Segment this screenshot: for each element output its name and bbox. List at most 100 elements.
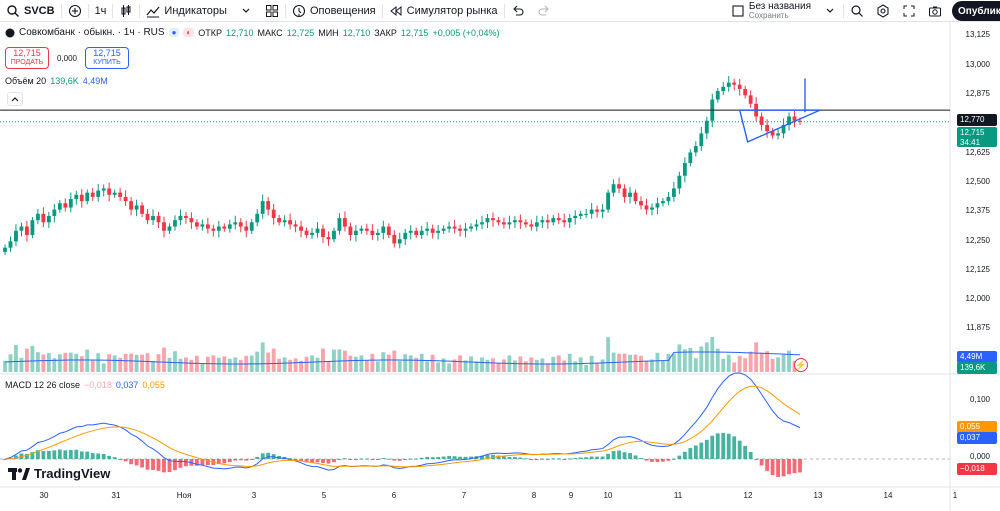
volume-bar bbox=[666, 353, 671, 372]
symbol-search-button[interactable]: SVCB bbox=[0, 0, 61, 22]
volume-bar bbox=[512, 360, 517, 372]
candle-body bbox=[721, 86, 726, 92]
layout-dropdown[interactable] bbox=[817, 0, 843, 22]
macd-histogram-bar bbox=[611, 451, 616, 459]
fullscreen-button[interactable] bbox=[896, 0, 922, 22]
redo-button[interactable] bbox=[531, 0, 557, 22]
candles-icon bbox=[121, 4, 131, 17]
spread-value: 0,000 bbox=[56, 53, 78, 63]
volume-bar bbox=[589, 355, 594, 372]
candle-body bbox=[671, 188, 676, 197]
divider bbox=[284, 3, 286, 18]
price-axis-label: 12,875 bbox=[965, 89, 990, 98]
volume-bar bbox=[699, 346, 704, 372]
candle-body bbox=[156, 215, 161, 223]
volume-bar bbox=[650, 359, 654, 372]
chart-area[interactable] bbox=[0, 22, 1000, 511]
macd-histogram-bar bbox=[348, 459, 353, 460]
volume-bar bbox=[529, 357, 534, 372]
candle-body bbox=[600, 209, 605, 212]
settings-button[interactable] bbox=[870, 0, 896, 22]
layout-button[interactable]: Без названия Сохранить bbox=[725, 0, 817, 22]
chevron-up-icon bbox=[11, 97, 19, 102]
legend-title: Совкомбанк · обыкн. · 1ч · RUS bbox=[19, 27, 165, 38]
candle-body bbox=[337, 218, 342, 231]
top-toolbar: SVCB 1ч Индикаторы Оповещения Симулятор … bbox=[0, 0, 1000, 22]
tradingview-logo[interactable]: TradingView bbox=[8, 466, 110, 481]
volume-bar bbox=[63, 352, 68, 372]
templates-button[interactable] bbox=[259, 0, 285, 22]
snapshot-button[interactable] bbox=[922, 0, 948, 22]
volume-bar bbox=[85, 349, 90, 372]
undo-button[interactable] bbox=[505, 0, 531, 22]
macd-histogram-bar bbox=[617, 450, 621, 459]
macd-histogram-bar bbox=[452, 456, 457, 459]
volume-bar bbox=[606, 337, 611, 372]
indicators-button[interactable]: Индикаторы bbox=[140, 0, 233, 22]
search-icon bbox=[7, 4, 19, 17]
macd-histogram-bar bbox=[704, 439, 709, 459]
macd-histogram-bar bbox=[715, 433, 720, 459]
candle-body bbox=[266, 201, 271, 210]
macd-histogram-bar bbox=[260, 453, 265, 459]
macd-histogram-bar bbox=[430, 457, 435, 459]
candle-body bbox=[529, 224, 534, 227]
volume-bar bbox=[90, 359, 95, 372]
macd-histogram-bar bbox=[79, 451, 84, 459]
macd-histogram-bar bbox=[578, 457, 583, 459]
candle-body bbox=[491, 218, 495, 221]
quick-search-button[interactable] bbox=[844, 0, 870, 22]
price-axis-label: 12,375 bbox=[965, 206, 990, 215]
macd-histogram-bar bbox=[518, 457, 523, 459]
alerts-button[interactable]: Оповещения bbox=[286, 0, 382, 22]
buy-button[interactable]: 12,715 КУПИТЬ bbox=[85, 47, 129, 69]
volume-bar bbox=[781, 354, 786, 372]
replay-button[interactable]: Симулятор рынка bbox=[383, 0, 504, 22]
macd-histogram-bar bbox=[425, 456, 430, 459]
lightning-icon[interactable]: ⚡ bbox=[794, 358, 808, 372]
volume-bar bbox=[3, 360, 7, 372]
open-label: ОТКР bbox=[198, 27, 222, 38]
macd-histogram-bar bbox=[650, 459, 654, 462]
volume-bar bbox=[293, 358, 298, 372]
macd-line-tag: 0,037 bbox=[957, 432, 997, 444]
volume-bar bbox=[129, 353, 134, 372]
volume-bar bbox=[688, 348, 693, 372]
candle-body bbox=[288, 220, 293, 225]
volume-bar bbox=[260, 342, 265, 372]
candle-body bbox=[556, 218, 561, 221]
candle-body bbox=[277, 218, 282, 223]
interval-button[interactable]: 1ч bbox=[89, 0, 113, 22]
macd-histogram-bar bbox=[419, 457, 424, 459]
indicators-dropdown[interactable] bbox=[233, 0, 259, 22]
tradingview-logo-icon bbox=[8, 467, 30, 480]
open-value: 12,710 bbox=[226, 27, 254, 38]
macd-histogram-bar bbox=[732, 436, 737, 459]
macd-histogram-bar bbox=[364, 458, 369, 460]
macd-histogram-bar bbox=[671, 458, 676, 460]
candle-body bbox=[447, 226, 452, 229]
volume-bar bbox=[167, 357, 172, 372]
chart-canvas[interactable] bbox=[0, 22, 1000, 511]
candle-body bbox=[173, 220, 177, 227]
volume-bar bbox=[271, 348, 276, 372]
volume-bar bbox=[8, 354, 13, 372]
macd-histogram-bar bbox=[30, 452, 35, 459]
time-axis-label: 30 bbox=[39, 491, 49, 500]
macd-histogram-bar bbox=[447, 456, 452, 459]
sell-button[interactable]: 12,715 ПРОДАТЬ bbox=[5, 47, 49, 69]
horizontal-line-price-tag[interactable]: 12,770 bbox=[957, 114, 997, 126]
publish-button[interactable]: Опубликовать bbox=[952, 1, 1000, 21]
macd-histogram-bar bbox=[326, 459, 331, 464]
price-axis-label: 11,875 bbox=[966, 323, 990, 332]
volume-bar bbox=[134, 354, 139, 372]
chart-type-button[interactable] bbox=[113, 0, 139, 22]
candle-body bbox=[260, 201, 265, 214]
add-symbol-button[interactable] bbox=[62, 0, 88, 22]
divider bbox=[381, 3, 383, 18]
layout-icon bbox=[732, 4, 744, 17]
macd-histogram-bar bbox=[118, 459, 123, 460]
macd-histogram-bar bbox=[151, 459, 155, 470]
volume-bar bbox=[523, 361, 528, 372]
collapse-legend-button[interactable] bbox=[7, 92, 23, 106]
